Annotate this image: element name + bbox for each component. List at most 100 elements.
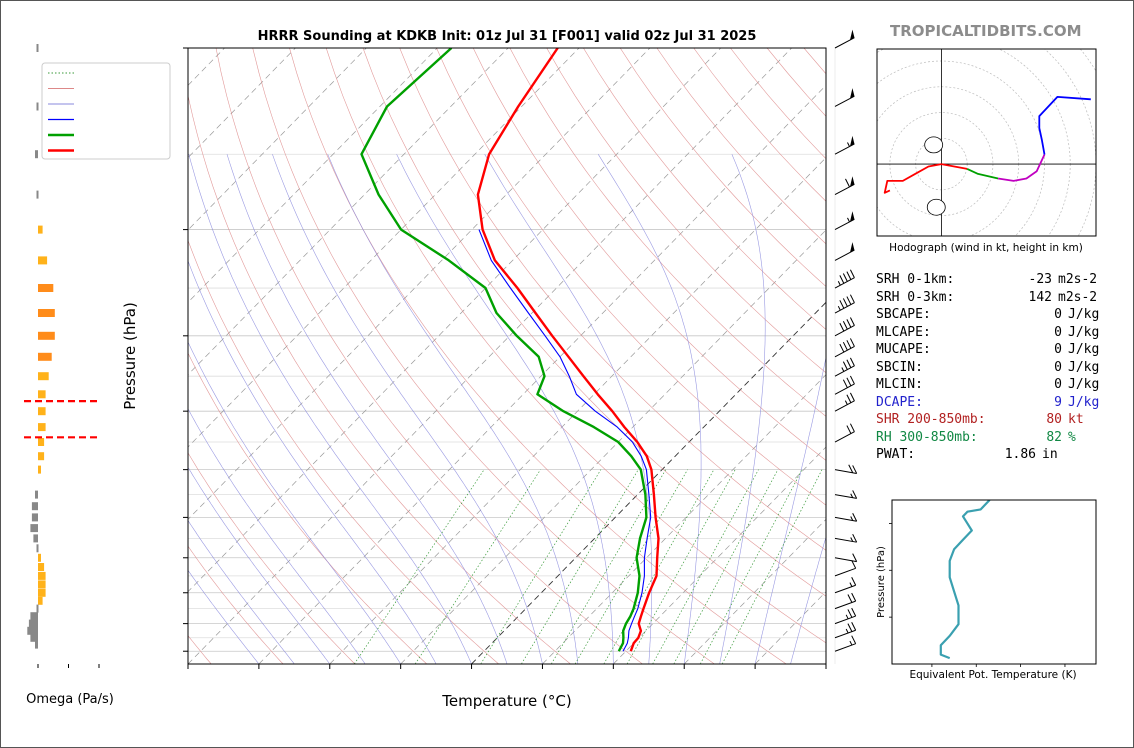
stat-unit: J/kg [1068,342,1100,357]
stat-value: 0 [1054,307,1062,322]
stat-label: SRH 0-3km: [876,289,955,305]
hodograph-trace [966,168,999,180]
omega-bar [38,331,55,340]
stat-label: MUCAPE: [876,342,931,357]
wind-barb [834,338,855,358]
pseudoadiabat [719,154,766,664]
pseudoadiabat [754,355,826,664]
omega-bar [38,465,41,474]
isotherm-line [188,48,580,448]
dry-adiabat [399,48,826,551]
dry-adiabat [188,352,428,664]
mixing-ratio-line [652,469,759,664]
barb-shaft [834,600,856,610]
wind-barb [834,622,857,639]
hodograph-trace [997,154,1046,182]
dry-adiabat [436,48,826,506]
wind-barb [834,592,857,610]
barb-flag [839,322,845,332]
omega-bar [28,619,38,628]
omega-axis-label: Omega (Pa/s) [26,692,114,707]
wind-barb [834,357,855,377]
barb-shaft [834,557,857,563]
wind-barb [834,577,857,594]
wind-barb [834,29,855,49]
stat-value: 1.86 [1004,447,1036,462]
stat-unit: kt [1068,412,1084,427]
barb-flag [848,464,854,473]
stat-value: 0 [1054,324,1062,340]
omega-bar [38,553,41,562]
barb-flag [849,357,855,367]
dry-adiabat [188,452,356,664]
barb-shaft [834,431,855,443]
pseudoadiabat [484,154,653,664]
stat-value: 0 [1054,377,1062,392]
stat-label: DCAPE: [876,394,923,410]
isotherm-line [329,157,826,664]
barb-half-flag [844,400,848,405]
wind-barb [834,607,857,625]
dry-adiabat [252,48,715,664]
omega-bar [38,423,46,432]
mixing-ratio-line [354,469,485,664]
barb-shaft [834,469,857,474]
barb-flag [852,533,858,543]
barb-shaft [834,516,857,522]
isotherm-line [683,518,826,664]
hodograph-trace [1038,96,1091,155]
barb-flag [846,377,852,387]
stat-unit: m2s-2 [1058,272,1098,287]
temperature-profile [476,48,660,652]
wind-barb [834,635,857,652]
mixing-ratio-line [699,469,803,664]
branding: TROPICALTIDBITS.COM [890,22,1082,40]
barb-flag [842,298,848,307]
barb-flag [849,317,855,326]
theta-e-panel [889,499,1097,667]
y-axis-label: Pressure (hPa) [121,302,139,410]
barb-half-flag [841,367,845,372]
barb-flag [839,275,845,284]
isotherm-line [188,48,651,520]
x-axis-label: Temperature (°C) [441,692,571,710]
theta-e-clip [939,500,991,660]
barb-pennant [850,242,855,253]
dry-adiabat [215,48,643,664]
stat-label: MLCAPE: [876,324,931,340]
omega-bar [36,190,39,199]
hodograph-panel [876,48,1097,237]
isotherm-line [0,48,12,664]
barb-flag [847,594,853,603]
stat-value: 0 [1054,359,1062,375]
isotherm-line [542,374,826,664]
storm-motion-marker [924,136,944,154]
barb-half-flag [849,640,853,646]
mixing-ratio-line [414,469,541,664]
wind-barb [834,269,855,289]
barb-shaft [834,325,855,337]
omega-bar [35,490,38,499]
stat-label: SRH 0-1km: [876,272,955,287]
pseudoadiabat [188,569,260,664]
barb-shaft [834,302,855,314]
barb-flag [846,319,852,328]
isotherm-line [613,446,826,664]
mixing-ratio-line [574,469,688,664]
barb-flag [851,592,857,602]
omega-bar [38,596,43,605]
barb-half-flag [849,582,853,587]
barb-shaft [834,584,856,594]
barb-flag [851,577,857,586]
barb-pennant [850,88,855,99]
dry-adiabat [583,48,826,330]
barb-half-flag [850,493,854,498]
skewt-plot-area [0,48,826,664]
barb-shaft [834,346,855,358]
barb-half-flag [845,628,849,634]
barb-flag [845,178,850,188]
dry-adiabat [509,48,826,417]
stat-label: SBCIN: [876,359,923,375]
barb-half-flag [850,537,854,542]
